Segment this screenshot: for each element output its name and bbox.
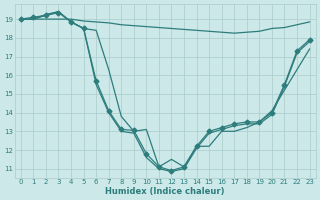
X-axis label: Humidex (Indice chaleur): Humidex (Indice chaleur) <box>106 187 225 196</box>
